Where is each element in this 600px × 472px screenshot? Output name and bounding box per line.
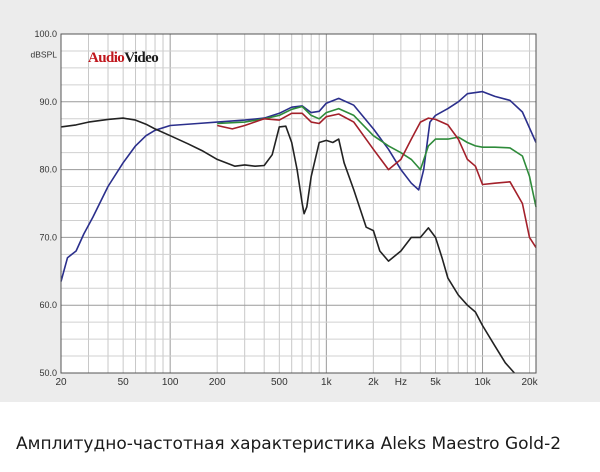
x-tick-label: 50: [118, 377, 130, 388]
chart-frame: 100.0 90.0 80.0 70.0 60.0 50.0 dBSPL 20 50 100 200…: [0, 0, 600, 402]
x-tick-label: 5k: [430, 377, 442, 388]
series-line-2: [217, 105, 537, 208]
x-tick-label: 10k: [474, 377, 491, 388]
plot-border: [60, 33, 537, 374]
y-axis-label: dBSPL: [31, 49, 58, 59]
x-tick-label: 20k: [521, 377, 538, 388]
y-tick-label: 90.0: [39, 97, 57, 107]
x-tick-label: 100: [162, 377, 179, 388]
x-tick-label: 500: [271, 377, 288, 388]
chart-caption: Амплитудно-частотная характеристика Alek…: [16, 434, 562, 454]
series-line-4: [60, 117, 515, 374]
y-tick-label: 70.0: [39, 232, 57, 242]
x-tick-label: 1k: [321, 377, 333, 388]
series-line-1: [60, 90, 537, 282]
x-tick-label: 2k: [368, 377, 380, 388]
y-tick-label: 80.0: [39, 165, 57, 175]
y-tick-label: 60.0: [39, 300, 57, 310]
x-tick-label: 200: [209, 377, 226, 388]
y-tick-label: 100.0: [34, 29, 57, 39]
x-axis-label: Hz: [395, 377, 407, 388]
frequency-response-chart: 100.0 90.0 80.0 70.0 60.0 50.0 dBSPL 20 50 100 200…: [31, 29, 539, 388]
audiovideo-logo: AudioVideo: [88, 50, 158, 66]
x-tick-label: 20: [55, 377, 67, 388]
series-line-3: [217, 112, 537, 249]
y-tick-label: 50.0: [39, 368, 57, 378]
